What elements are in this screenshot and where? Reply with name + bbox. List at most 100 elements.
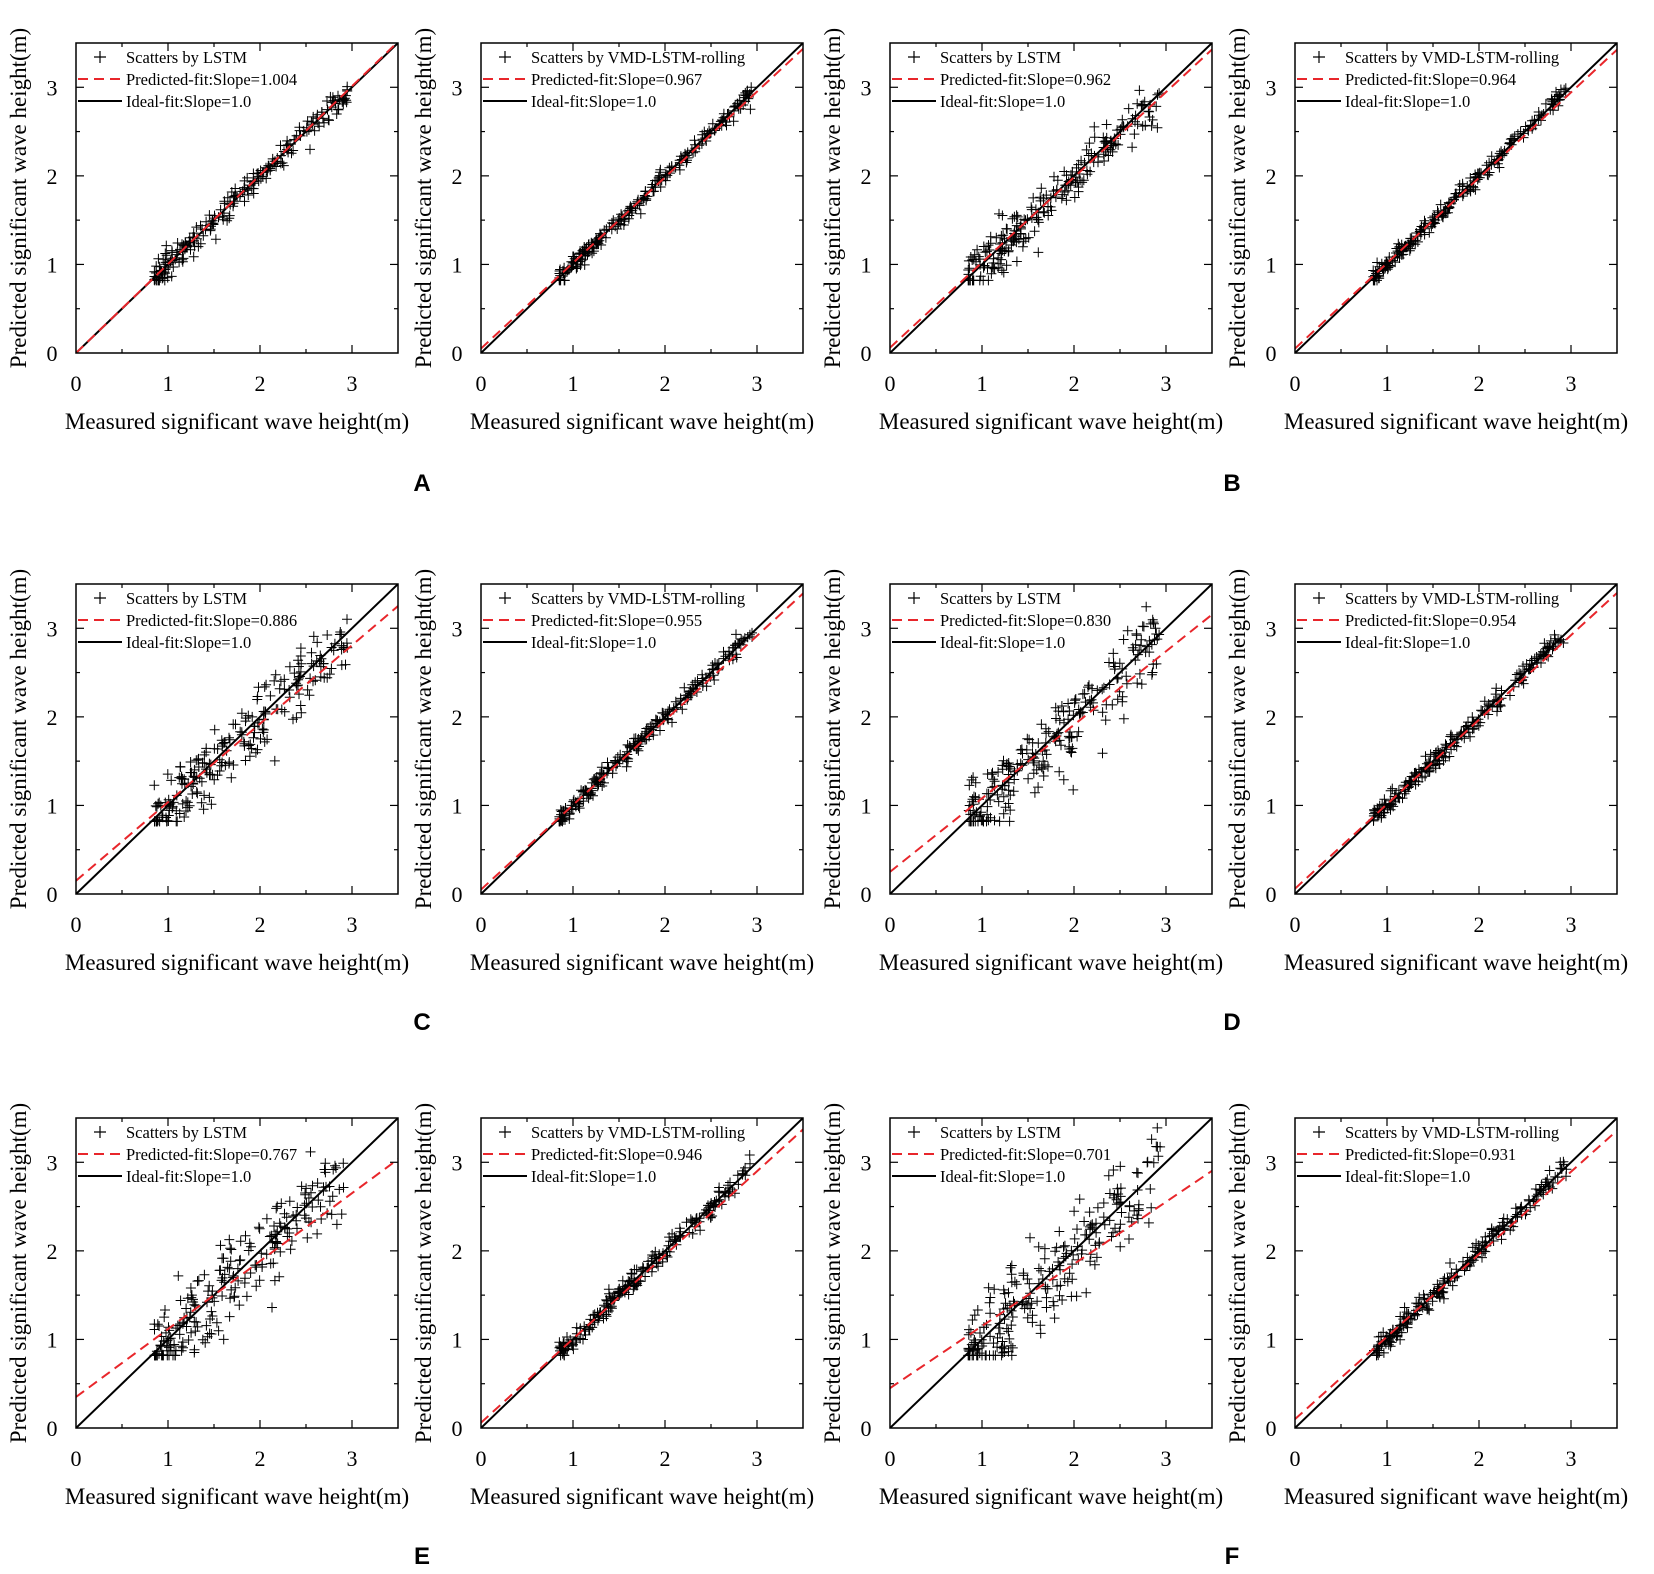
scatter-point (239, 196, 250, 207)
x-tick-label: 1 (977, 912, 988, 937)
scatter-point (211, 1317, 222, 1328)
scatter-point (1437, 211, 1448, 222)
x-tick-label: 2 (660, 912, 671, 937)
scatter-point (1067, 1259, 1078, 1270)
scatter-point (987, 262, 997, 273)
scatter-point (1153, 1151, 1164, 1162)
scatter-point (328, 1164, 339, 1175)
y-tick-label: 1 (47, 793, 58, 818)
scatter-point (209, 1296, 220, 1307)
y-tick-label: 1 (861, 793, 872, 818)
x-tick-label: 2 (255, 912, 266, 937)
x-tick-label: 3 (347, 1446, 358, 1471)
x-tick-label: 2 (660, 1446, 671, 1471)
x-tick-label: 3 (752, 1446, 763, 1471)
legend: Scatters by LSTM Predicted-fit:Slope=0.88… (78, 589, 297, 652)
scatter-point (1069, 1233, 1080, 1244)
scatter-point (661, 1250, 672, 1261)
scatter-point (1423, 1303, 1434, 1314)
scatter-point (1039, 1253, 1050, 1264)
scatter-point (1011, 237, 1022, 248)
scatter-point (740, 87, 751, 98)
y-tick-label: 2 (47, 164, 58, 189)
scatter-point (629, 1264, 640, 1275)
scatter-point (272, 1201, 283, 1212)
chart-panel-7: 0 1 2 3 0 1 2 3 Measured significant wave height… (820, 569, 1223, 975)
scatter-point (564, 813, 575, 824)
scatter-point (985, 1308, 996, 1319)
scatter-point (151, 801, 162, 812)
legend-entry-scatter: Scatters by VMD-LSTM-rolling (1345, 589, 1559, 608)
predicted-fit-line (481, 592, 803, 891)
scatter-point (304, 690, 315, 701)
scatter-point (999, 1347, 1010, 1357)
plot-area (481, 43, 803, 353)
chart-panel-3: 0 1 2 3 0 1 2 3 Measured significant wave height… (820, 28, 1223, 434)
y-tick-label: 3 (452, 75, 463, 100)
x-tick-label: 3 (1566, 912, 1577, 937)
legend-entry-fit: Predicted-fit:Slope=0.964 (1345, 70, 1516, 89)
scatter-point (334, 629, 345, 640)
plot-area (890, 584, 1212, 894)
scatter-point (306, 647, 317, 658)
panel-label-F: F (1225, 1543, 1240, 1570)
scatter-point (198, 230, 209, 241)
axes-frame (75, 583, 399, 895)
scatter-point (152, 816, 163, 827)
scatter-point (181, 806, 191, 816)
scatter-point (1032, 214, 1043, 225)
scatter-point (1005, 805, 1016, 816)
scatter-point (177, 798, 188, 809)
scatter-point (556, 1343, 567, 1354)
scatter-point (245, 739, 256, 750)
ideal-fit-line (890, 584, 1212, 894)
scatter-point (288, 145, 299, 156)
scatter-point (176, 771, 187, 782)
scatter-point (274, 1271, 285, 1282)
x-tick-label: 3 (752, 371, 763, 396)
legend-entry-scatter: Scatters by LSTM (940, 589, 1061, 608)
x-tick-label: 3 (347, 371, 358, 396)
legend-entry-scatter: Scatters by VMD-LSTM-rolling (1345, 48, 1559, 67)
scatter-point (1072, 177, 1083, 188)
scatter-point (603, 1284, 614, 1295)
scatter-point (224, 734, 235, 745)
scatter-point (1561, 1171, 1571, 1182)
scatter-point (228, 760, 239, 770)
chart-panel-2: 0 1 2 3 0 1 2 3 Measured significant wave height… (411, 28, 814, 434)
scatter-point (690, 677, 701, 688)
scatter-point (1054, 715, 1065, 726)
y-axis-label: Predicted significant wave height(m) (6, 569, 31, 909)
x-tick-label: 0 (71, 1446, 82, 1471)
scatter-point (1071, 162, 1082, 173)
scatter-point (188, 251, 199, 262)
scatter-point (972, 244, 983, 255)
scatter-point (739, 633, 750, 644)
predicted-fit-line (890, 613, 1212, 873)
scatter-point (168, 262, 179, 272)
y-axis-label: Predicted significant wave height(m) (6, 1103, 31, 1443)
scatter-point (1549, 629, 1560, 640)
legend-entry-ideal: Ideal-fit:Slope=1.0 (940, 1167, 1065, 1186)
scatter-point (1486, 1223, 1497, 1234)
y-tick-label: 3 (1266, 1150, 1277, 1175)
scatter-point (192, 1276, 203, 1287)
scatter-point (555, 264, 566, 275)
scatter-point (1006, 1350, 1017, 1361)
legend-marker-scatter (908, 1126, 920, 1138)
scatter-point (963, 1329, 974, 1340)
scatter-point (658, 708, 669, 719)
scatter-point (1098, 1198, 1109, 1208)
scatter-point (196, 797, 207, 808)
scatter-point (978, 816, 989, 827)
scatter-point (650, 714, 661, 725)
predicted-fit-line (76, 605, 398, 882)
scatter-point (302, 1232, 313, 1243)
scatter-point (265, 1258, 276, 1269)
legend-marker-scatter (499, 592, 511, 604)
scatter-point (653, 1261, 664, 1272)
y-tick-label: 0 (452, 882, 463, 907)
scatter-point (241, 1291, 252, 1302)
x-tick-label: 0 (1290, 912, 1301, 937)
scatter-point (1069, 192, 1080, 203)
